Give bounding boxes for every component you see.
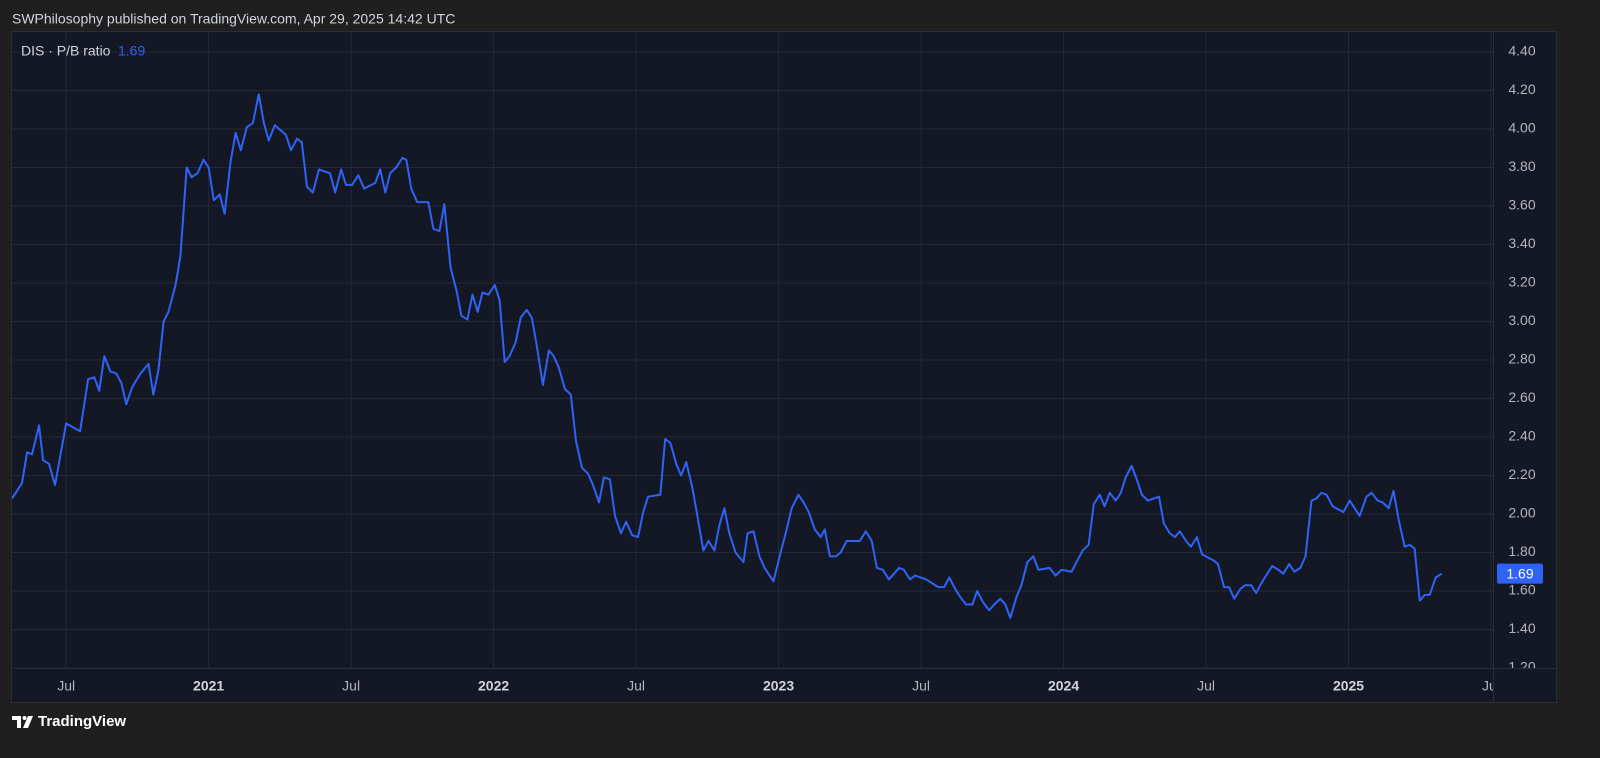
x-tick-label: Jul <box>627 678 645 694</box>
last-value-label: 1.69 <box>1506 565 1533 581</box>
y-tick-label: 1.40 <box>1508 620 1535 636</box>
x-tick-label: Jul <box>57 678 75 694</box>
y-tick-label: 3.20 <box>1508 274 1535 290</box>
plot-area <box>12 93 1443 619</box>
x-tick-label: 2024 <box>1048 678 1079 694</box>
x-tick-label: Jul <box>342 678 360 694</box>
x-tick-label: 2025 <box>1333 678 1364 694</box>
y-tick-label: 3.40 <box>1508 235 1535 251</box>
logo-mark <box>12 716 21 728</box>
x-tick-label: Jul <box>1482 678 1500 694</box>
last-value-tag: 1.69 <box>1497 563 1543 584</box>
y-tick-label: 2.00 <box>1508 505 1535 521</box>
x-tick-label: Jul <box>912 678 930 694</box>
y-tick-label: 2.20 <box>1508 466 1535 482</box>
logo-slash <box>23 716 33 728</box>
time-axis: Jul 2021 Jul 2022 Jul 2023 Jul 2024 Jul 2025 Jul <box>57 678 1500 694</box>
x-tick-label: 2021 <box>193 678 224 694</box>
legend-series-name: DIS · P/B ratio <box>21 43 111 59</box>
series-line <box>12 93 1443 619</box>
grid <box>12 32 1493 669</box>
x-tick-label: Jul <box>1197 678 1215 694</box>
y-tick-label: 4.00 <box>1508 120 1535 136</box>
y-tick-label: 1.80 <box>1508 543 1535 559</box>
brand-logo: TradingView <box>12 713 126 730</box>
y-tick-label: 4.40 <box>1508 43 1535 59</box>
legend-last-value: 1.69 <box>118 43 145 59</box>
logo-dot <box>22 716 27 720</box>
y-tick-label: 3.80 <box>1508 158 1535 174</box>
publisher-line: SWPhilosophy published on TradingView.co… <box>12 11 455 27</box>
y-tick-label: 1.60 <box>1508 582 1535 598</box>
x-tick-label: 2023 <box>763 678 794 694</box>
y-tick-label: 2.60 <box>1508 389 1535 405</box>
y-tick-label: 2.80 <box>1508 351 1535 367</box>
price-axis: 1.20 1.40 1.60 1.80 2.00 2.20 2.40 2.60 2.80 3.00… <box>1508 43 1535 675</box>
y-tick-label: 3.60 <box>1508 197 1535 213</box>
y-tick-label: 1.20 <box>1508 659 1535 675</box>
brand-name: TradingView <box>38 713 126 730</box>
chart-pane <box>11 31 1557 703</box>
y-tick-label: 4.20 <box>1508 81 1535 97</box>
y-tick-label: 3.00 <box>1508 312 1535 328</box>
y-tick-label: 2.40 <box>1508 428 1535 444</box>
last-value-box <box>1497 563 1543 584</box>
x-tick-label: 2022 <box>478 678 509 694</box>
